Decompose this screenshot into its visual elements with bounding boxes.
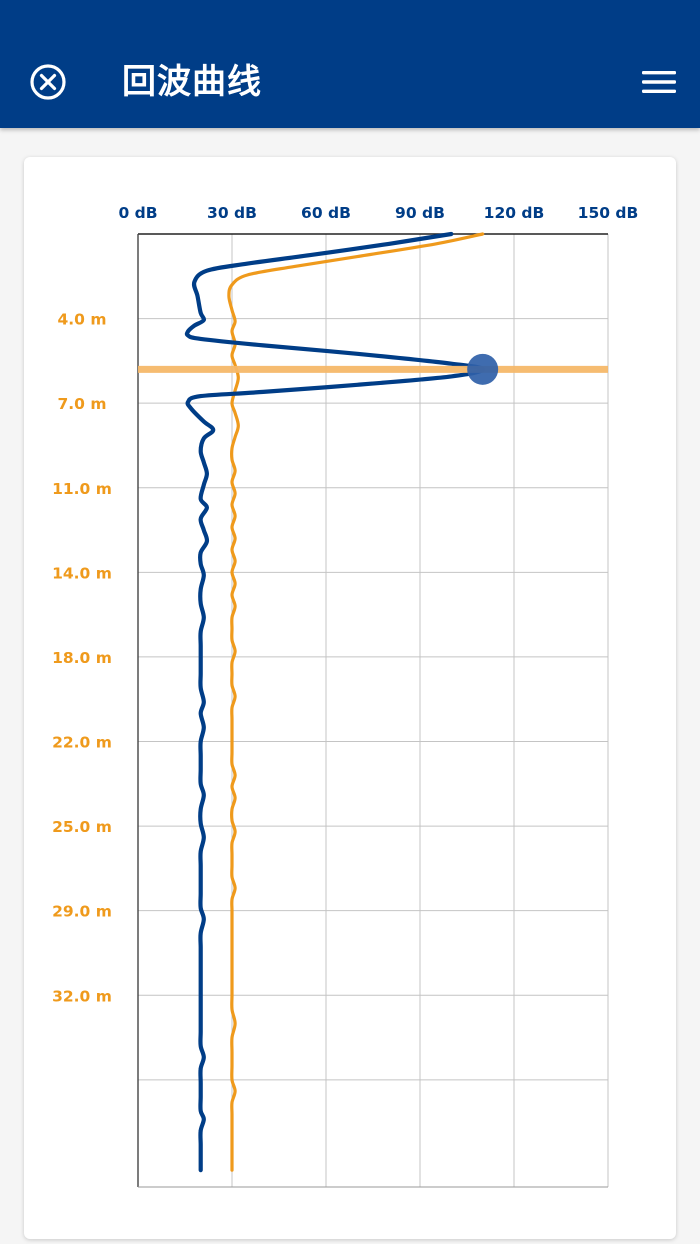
y-tick-label: 11.0 m (52, 480, 112, 498)
hamburger-menu-icon[interactable] (640, 66, 678, 98)
x-tick-label: 0 dB (118, 204, 157, 222)
x-tick-label: 120 dB (484, 204, 545, 222)
x-tick-label: 150 dB (578, 204, 639, 222)
y-tick-label: 25.0 m (52, 818, 112, 836)
x-tick-label: 60 dB (301, 204, 351, 222)
series-line-blue (184, 231, 485, 1173)
x-axis-ticks: 0 dB 30 dB 60 dB 90 dB 120 dB 150 dB (118, 204, 638, 222)
y-tick-label: 29.0 m (52, 903, 112, 921)
x-tick-label: 30 dB (207, 204, 257, 222)
marker-group[interactable] (138, 353, 608, 385)
y-axis-ticks: 4.0 m 7.0 m 11.0 m 14.0 m 18.0 m 22.0 m 25.0 m… (52, 311, 112, 1006)
y-tick-label: 18.0 m (52, 649, 112, 667)
grid (137, 233, 609, 1188)
x-tick-label: 90 dB (395, 204, 445, 222)
chart-card: 0 dB 30 dB 60 dB 90 dB 120 dB 150 dB 4.0 m 7.0… (24, 157, 676, 1239)
close-circle-icon[interactable] (28, 62, 68, 102)
y-tick-label: 22.0 m (52, 734, 112, 752)
y-tick-label: 14.0 m (52, 564, 112, 582)
series-line-orange (227, 232, 485, 1172)
series-group (184, 231, 485, 1173)
app-bar: 回波曲线 (0, 0, 700, 128)
y-tick-label: 32.0 m (52, 987, 112, 1005)
y-tick-label: 4.0 m (57, 311, 106, 329)
page-title: 回波曲线 (122, 62, 262, 102)
y-tick-label: 7.0 m (57, 395, 106, 413)
marker-dot[interactable] (467, 353, 499, 385)
echo-curve-chart[interactable]: 0 dB 30 dB 60 dB 90 dB 120 dB 150 dB 4.0 m 7.0… (24, 157, 676, 1239)
